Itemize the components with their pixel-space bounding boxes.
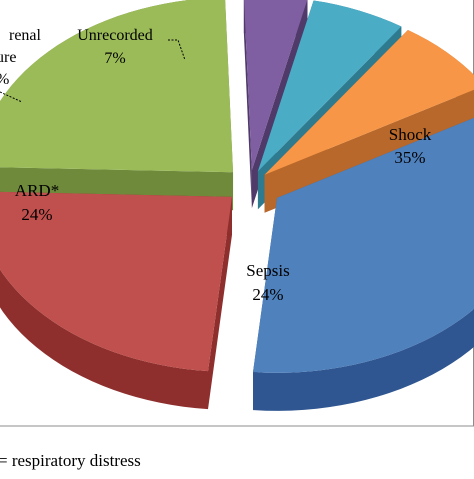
slice-sepsis <box>0 191 232 410</box>
label-renal-line2: ure <box>0 49 16 66</box>
slice-top-unrecorded <box>264 29 474 175</box>
slice-top-sepsis <box>0 191 232 372</box>
label-sepsis-pct: 24% <box>252 285 283 304</box>
label-shock-pct: 35% <box>394 148 425 167</box>
label-shock-name: Shock <box>389 125 432 144</box>
label-renal-line1: renal <box>9 27 42 44</box>
label-renal-pct: % <box>0 71 9 88</box>
label-unrecorded-pct: 7% <box>104 50 125 67</box>
slice-wall-renal-failure-0 <box>243 0 252 209</box>
slice-top-slice-4 <box>257 0 402 172</box>
slices-group <box>0 0 474 411</box>
slice-shock <box>253 117 474 411</box>
slice-side-shock <box>253 308 474 411</box>
slice-side-sepsis <box>0 269 208 410</box>
slice-wall-sepsis-0 <box>207 196 232 410</box>
label-ard-name: ARD* <box>15 181 59 200</box>
label-sepsis-name: Sepsis <box>246 261 289 280</box>
label-ard-pct: 24% <box>21 205 52 224</box>
label-unrecorded-name: Unrecorded <box>77 27 153 44</box>
slice-top-shock <box>253 117 474 373</box>
slice-top-renal-failure <box>244 0 308 171</box>
leader-line-renal <box>0 91 23 103</box>
slice-top-ard <box>0 0 234 173</box>
footnote: = respiratory distress <box>0 451 141 470</box>
